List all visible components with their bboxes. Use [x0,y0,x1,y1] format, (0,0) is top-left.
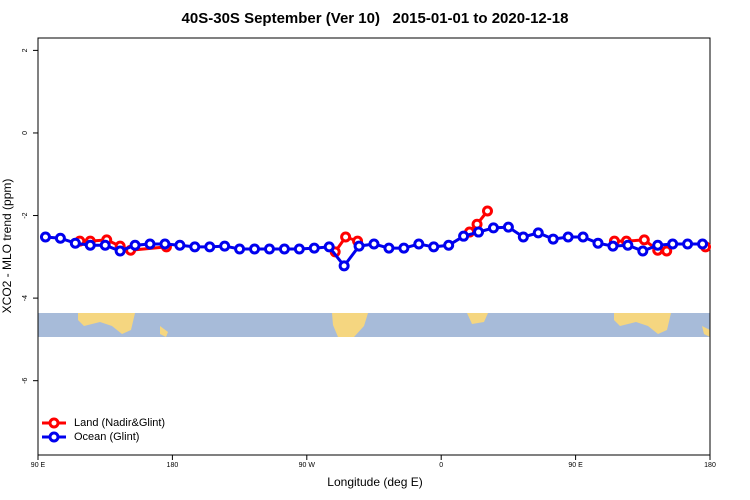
data-point [607,240,619,252]
data-point [249,243,261,255]
land-shape [332,313,368,337]
data-point [189,241,201,253]
data-point [622,239,634,251]
data-point [562,231,574,243]
data-point [547,233,559,245]
x-axis-label: Longitude (deg E) [327,475,422,489]
legend-label: Ocean (Glint) [74,431,139,443]
data-point [340,231,352,243]
data-point [661,245,673,257]
land-shape [702,326,710,337]
data-point [323,241,335,253]
legend-label: Land (Nadir&Glint) [74,417,165,429]
data-point [532,227,544,239]
data-point [144,238,156,250]
data-point [278,243,290,255]
data-point [697,238,709,250]
data-point [577,231,589,243]
land-shape [160,326,168,337]
data-point [638,234,650,246]
data-point [428,241,440,253]
data-point [652,239,664,251]
data-point [69,237,81,249]
x-tick-label: 90 W [299,462,316,469]
data-point [174,239,186,251]
y-tick-label: -4 [22,295,29,301]
data-point [682,238,694,250]
data-point [338,260,350,272]
y-tick-label: -6 [22,377,29,383]
chart-title: 40S-30S September (Ver 10) 2015-01-01 to… [182,10,569,27]
legend-marker [48,417,60,429]
data-point [413,238,425,250]
land-shape [78,313,135,334]
x-tick-label: 180 [167,462,179,469]
data-point [502,221,514,233]
data-point [481,205,493,217]
data-point [592,237,604,249]
data-point [353,240,365,252]
data-point [383,242,395,254]
data-point [458,230,470,242]
data-point [234,243,246,255]
data-point [443,239,455,251]
ocean-band [38,313,710,337]
data-point [517,231,529,243]
data-point [293,243,305,255]
data-point [84,239,96,251]
data-point [219,240,231,252]
data-point [487,222,499,234]
data-point [637,245,649,257]
land-shape [467,313,488,324]
y-tick-label: 2 [22,48,29,52]
data-point [54,232,66,244]
x-tick-label: 180 [704,462,716,469]
data-point [159,238,171,250]
x-tick-label: 90 E [31,462,46,469]
data-point [667,238,679,250]
data-point [129,239,141,251]
data-point [39,231,51,243]
data-point [398,242,410,254]
data-point [263,243,275,255]
data-point [308,242,320,254]
x-tick-label: 0 [439,462,443,469]
land-shape [614,313,671,334]
y-axis-label: XCO2 - MLO trend (ppm) [0,179,14,314]
data-point [114,245,126,257]
data-point [204,241,216,253]
data-point [368,238,380,250]
map-strip [38,313,710,337]
data-point [473,226,485,238]
legend-marker [48,431,60,443]
data-point [99,239,111,251]
x-tick-label: 90 E [568,462,583,469]
y-tick-label: 0 [22,131,29,135]
y-tick-label: -2 [22,212,29,218]
